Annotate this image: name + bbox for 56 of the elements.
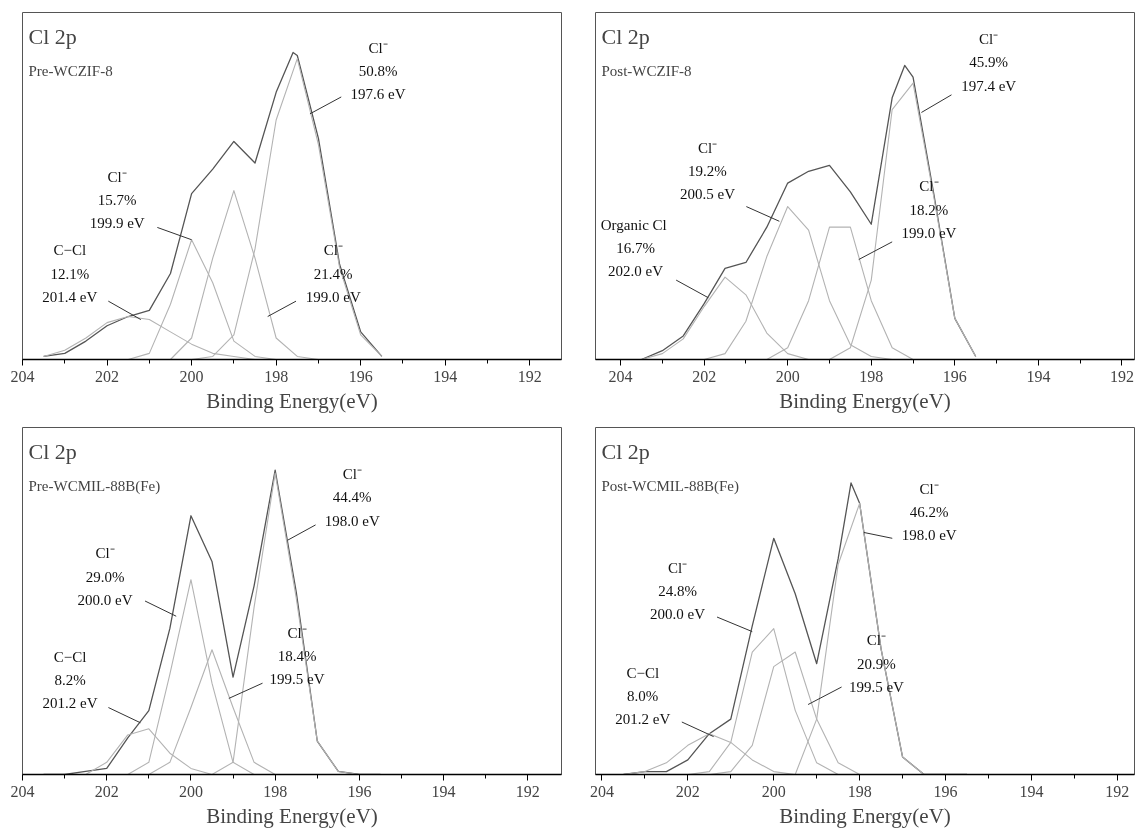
annotation: C−Cl 8.2% 201.2 eV [42,648,98,712]
x-tick-label: 196 [348,367,373,385]
text: Pre-WCZIF-8 [28,63,113,80]
x-tick-label: 202 [95,367,120,385]
annotation: Cl⁻ 20.9% 199.5 eV [848,632,905,695]
x-tick-label: 198 [859,367,884,385]
annotation: Cl⁻ 21.4% 199.0 eV [305,242,361,305]
x-tick-label: 198 [264,367,289,385]
x-tick-label: 198 [263,782,288,800]
x-tick-label: 192 [517,367,542,385]
annotation: Cl⁻ 18.2% 199.0 eV [901,178,957,241]
annotation: C−Cl 12.1% 201.4 eV [42,242,98,305]
chart-subtitle: Post-WCZIF-8 [601,63,692,80]
annotation: Organic Cl 16.7% 202.0 eV [600,216,667,279]
text: Pre-WCMIL-88B(Fe) [28,478,161,496]
x-tick-label: 192 [1109,367,1134,385]
x-tick-label: 194 [433,367,458,385]
x-tick-label: 194 [1019,782,1044,800]
chart-title: Cl 2p [28,439,77,465]
x-axis-title: Binding Energy(eV) [206,803,378,828]
annotation: Cl⁻ 24.8% 200.0 eV [650,559,706,622]
x-tick-label: 194 [431,782,456,800]
x-tick-label: 192 [515,782,540,800]
x-axis-title: Binding Energy(eV) [779,388,951,413]
annotation: Cl⁻ 44.4% 198.0 eV [324,466,380,529]
annotation: Cl⁻ 45.9% 197.4 eV [961,31,1017,94]
x-tick-label: 204 [10,367,35,385]
annotation: Cl⁻ 29.0% 200.0 eV [77,545,133,608]
x-tick-label: 196 [933,782,958,800]
x-tick-label: 200 [761,782,786,800]
annotation: Cl⁻ 18.4% 199.5 eV [269,624,325,687]
x-tick-label: 200 [178,782,203,800]
annotation: Cl⁻ 46.2% 198.0 eV [901,480,957,544]
x-tick-label: 200 [775,367,800,385]
x-tick-label: 194 [1026,367,1051,385]
x-tick-label: 202 [675,782,700,800]
x-tick-label: 204 [10,782,35,800]
x-tick-label: 200 [179,367,204,385]
x-axis-title: Binding Energy(eV) [206,388,378,413]
x-tick-label: 204 [608,367,633,385]
x-tick-label: 198 [847,782,872,800]
x-tick-label: 202 [94,782,119,800]
chart-subtitle: Post-WCMIL-88B(Fe) [601,478,739,496]
chart-title: Cl 2p [601,439,650,465]
x-tick-label: 204 [589,782,614,800]
x-tick-label: 196 [347,782,372,800]
x-tick-label: 196 [942,367,967,385]
x-tick-label: 192 [1105,782,1130,800]
x-tick-label: 202 [692,367,717,385]
annotation: C−Cl 8.0% 201.2 eV [615,664,671,727]
x-axis-title: Binding Energy(eV) [779,803,951,828]
annotation: Cl⁻ 15.7% 199.9 eV [89,168,145,232]
annotation: Cl⁻ 50.8% 197.6 eV [350,39,406,103]
chart-title: Cl 2p [601,24,650,50]
annotation: Cl⁻ 19.2% 200.5 eV [679,140,736,203]
chart-title: Cl 2p [28,24,77,50]
